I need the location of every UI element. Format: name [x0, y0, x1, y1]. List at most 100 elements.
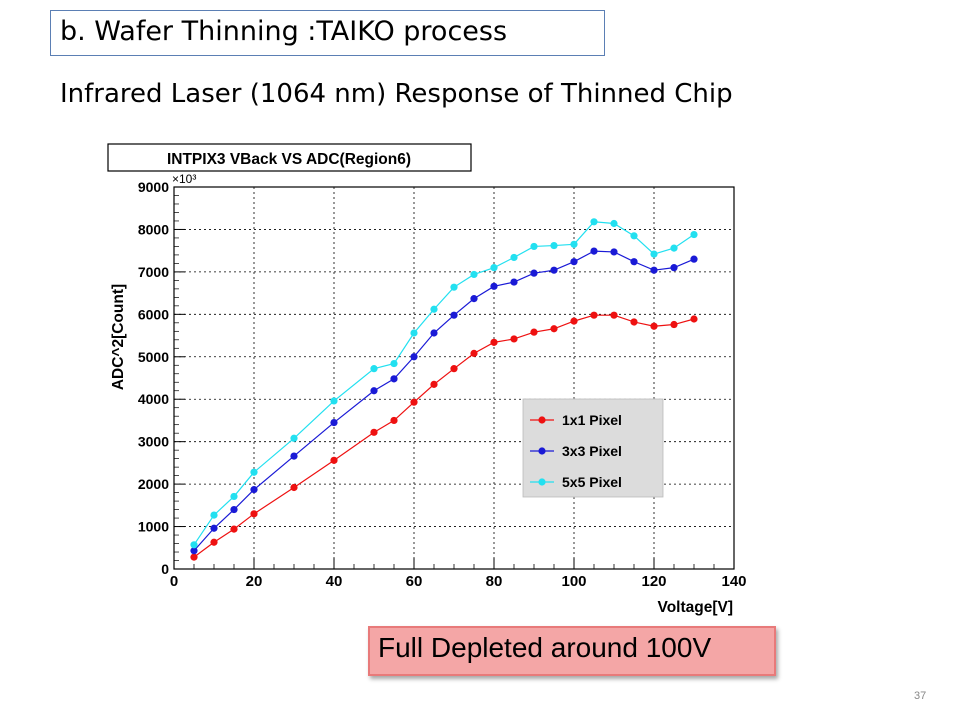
y-axis-label: ADC^2[Count] — [110, 284, 127, 390]
data-point — [550, 266, 558, 274]
y-multiplier: ×10³ — [172, 172, 196, 186]
data-point — [530, 328, 538, 336]
data-point — [630, 232, 638, 240]
data-point — [230, 492, 238, 501]
y-tick-label: 6000 — [138, 306, 169, 322]
data-point — [250, 510, 258, 518]
data-point — [530, 269, 538, 277]
data-point — [470, 295, 478, 303]
data-point — [370, 365, 378, 373]
slide-subheading: Infrared Laser (1064 nm) Response of Thi… — [60, 79, 733, 109]
chart-title-box — [107, 143, 472, 172]
data-point — [390, 375, 398, 383]
data-point — [670, 320, 678, 329]
data-point — [290, 452, 298, 460]
data-point — [450, 311, 458, 319]
data-point — [670, 264, 678, 272]
data-point — [690, 255, 698, 263]
x-tick-label: 80 — [486, 573, 503, 590]
data-point — [210, 524, 218, 532]
legend-label: 5x5 Pixel — [562, 474, 622, 490]
data-point — [650, 266, 658, 274]
data-point — [290, 434, 298, 442]
legend-label: 3x3 Pixel — [562, 443, 622, 459]
legend-label: 1x1 Pixel — [562, 412, 622, 428]
data-point — [610, 311, 618, 319]
y-tick-label: 2000 — [138, 476, 169, 492]
data-point — [210, 511, 218, 519]
data-point — [550, 241, 558, 250]
x-tick-label: 0 — [170, 573, 178, 590]
data-point — [470, 270, 478, 279]
y-tick-label: 3000 — [138, 434, 169, 450]
data-point — [470, 349, 478, 357]
callout-text: Full Depleted around 100V — [378, 632, 712, 663]
data-point — [550, 325, 558, 333]
data-point — [690, 315, 698, 323]
data-point — [510, 278, 518, 286]
data-point — [410, 398, 418, 406]
y-tick-label: 1000 — [138, 519, 169, 535]
y-tick-label: 7000 — [138, 264, 169, 280]
legend-marker — [538, 478, 546, 486]
data-point — [330, 418, 338, 427]
data-point — [190, 547, 198, 555]
data-point — [250, 486, 258, 494]
data-point — [290, 483, 298, 492]
x-tick-label: 20 — [246, 573, 263, 590]
data-point — [570, 240, 578, 248]
tick-layer: 0 20 40 60 80 100 120 140 0 1000 2000 3000 4000 5000 6… — [138, 179, 747, 590]
data-point — [370, 387, 378, 395]
data-point — [670, 244, 678, 252]
x-axis-label: Voltage[V] — [658, 599, 734, 616]
data-point — [430, 329, 438, 337]
y-tick-label: 0 — [161, 561, 169, 577]
legend-marker — [538, 447, 546, 455]
data-point — [630, 258, 638, 266]
data-point — [590, 247, 598, 255]
data-point — [330, 456, 338, 464]
data-point — [610, 219, 618, 228]
data-point — [590, 218, 598, 226]
x-tick-label: 140 — [721, 573, 746, 590]
series-layer — [190, 218, 698, 561]
legend: 1x1 Pixel 3x3 Pixel 5x5 Pixel — [522, 398, 664, 498]
data-point — [690, 230, 698, 239]
data-point — [430, 380, 438, 388]
y-tick-label: 8000 — [138, 221, 169, 237]
data-point — [430, 305, 438, 313]
data-point — [190, 553, 198, 561]
chart-title: INTPIX3 VBack VS ADC(Region6) — [167, 151, 411, 168]
data-point — [450, 365, 458, 373]
data-point — [610, 248, 618, 256]
data-point — [450, 283, 458, 291]
data-point — [490, 264, 498, 272]
x-tick-label: 40 — [326, 573, 343, 590]
data-point — [490, 338, 498, 346]
heading-box — [50, 10, 605, 56]
data-point — [370, 428, 378, 436]
y-tick-label: 5000 — [138, 349, 169, 365]
data-point — [230, 525, 238, 533]
data-point — [230, 505, 238, 514]
data-point — [410, 353, 418, 361]
data-point — [650, 322, 658, 330]
y-tick-label: 9000 — [138, 179, 169, 195]
data-point — [390, 359, 398, 368]
data-point — [510, 253, 518, 262]
data-point — [530, 242, 538, 251]
data-point — [570, 258, 578, 266]
slide-heading: b. Wafer Thinning :TAIKO process — [60, 16, 508, 47]
data-point — [630, 318, 638, 326]
data-point — [250, 468, 258, 476]
callout-box — [368, 626, 776, 676]
data-point — [590, 311, 598, 319]
x-tick-label: 100 — [561, 573, 586, 590]
y-tick-label: 4000 — [138, 391, 169, 407]
legend-marker — [538, 416, 546, 424]
legend-box — [522, 398, 664, 498]
page-number: 37 — [914, 690, 927, 702]
data-point — [510, 335, 518, 343]
data-point — [190, 541, 198, 549]
